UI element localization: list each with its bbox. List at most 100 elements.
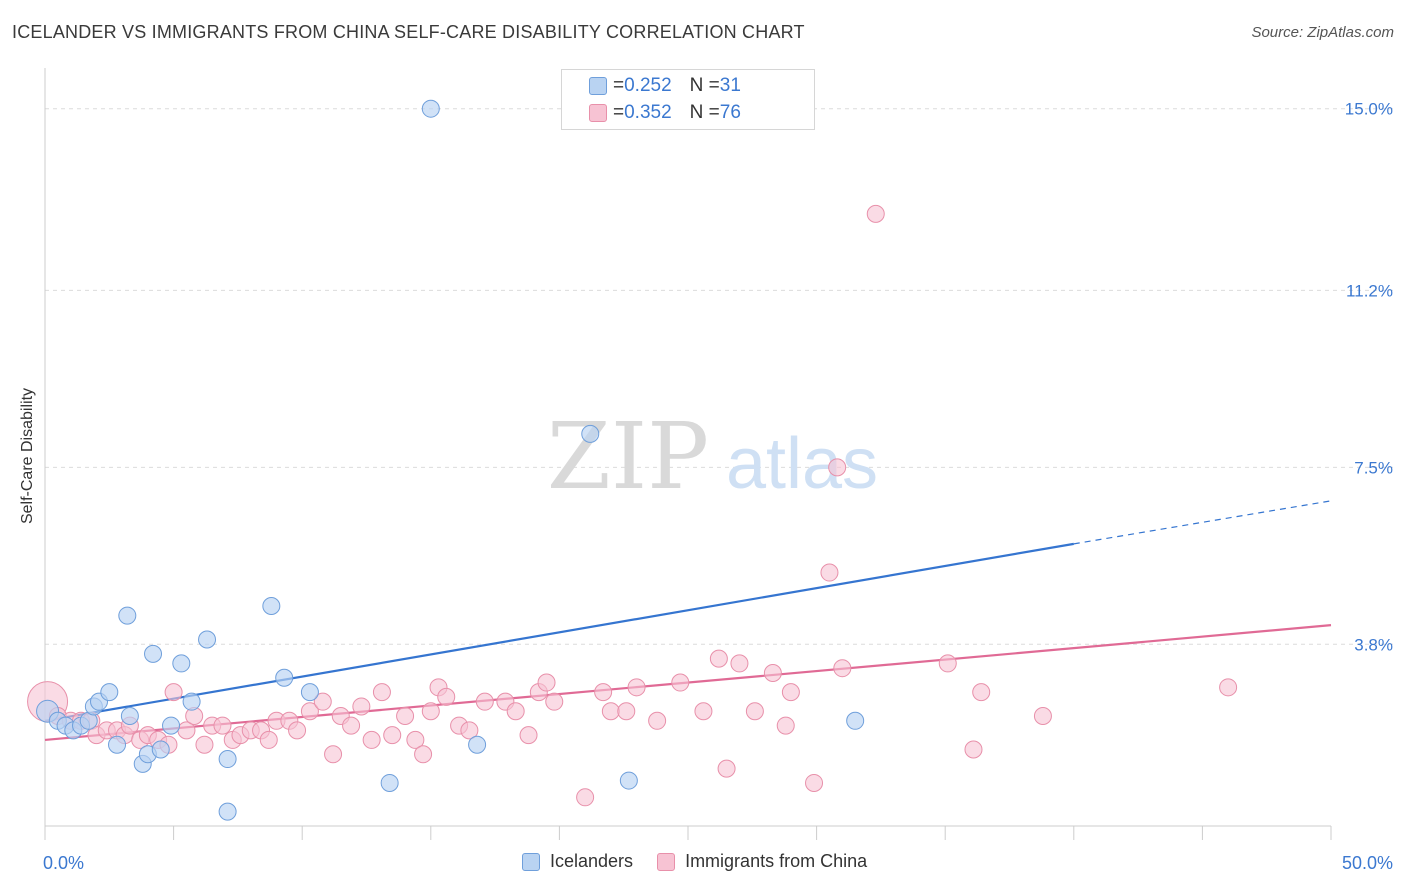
y-tick-label: 11.2% <box>1346 281 1393 300</box>
point-icelander <box>144 644 163 663</box>
point-icelander <box>581 424 600 443</box>
points-immigrants-from-china <box>27 204 1238 807</box>
point-icelander <box>380 773 399 792</box>
x-tick-label: 50.0% <box>1342 853 1393 873</box>
point-china <box>828 458 847 477</box>
series-legend-icelanders[interactable]: Icelanders <box>522 851 633 872</box>
point-icelander <box>421 99 440 118</box>
point-icelander <box>198 630 217 649</box>
point-icelander <box>300 683 319 702</box>
point-china <box>833 659 852 678</box>
point-china <box>763 663 782 682</box>
series-legend-china[interactable]: Immigrants from China <box>657 851 867 872</box>
point-icelander <box>275 668 294 687</box>
point-china <box>594 683 613 702</box>
legend-row-icelanders: R = 0.252 N = 31 <box>589 75 741 97</box>
point-china <box>820 563 839 582</box>
point-china <box>866 204 885 223</box>
point-china <box>617 702 636 721</box>
legend-n-label: N = <box>689 75 720 96</box>
point-china <box>776 716 795 735</box>
point-china <box>437 687 456 706</box>
point-china <box>259 730 278 749</box>
point-china <box>601 702 620 721</box>
point-china <box>342 716 361 735</box>
point-china <box>972 683 991 702</box>
point-china <box>1033 707 1052 726</box>
x-tick-label: 0.0% <box>43 853 84 873</box>
legend-swatch-blue <box>589 77 607 95</box>
legend-r-value: 0.352 <box>624 102 672 123</box>
trend-lines <box>44 500 1332 742</box>
point-icelander <box>151 740 170 759</box>
point-icelander <box>182 692 201 711</box>
point-china <box>964 740 983 759</box>
points-icelanders <box>36 99 865 821</box>
y-tick-label: 15.0% <box>1345 100 1393 119</box>
tick-labels: 3.8% 7.5% 11.2% 15.0% 0.0% 50.0% <box>43 100 1393 873</box>
point-china <box>300 702 319 721</box>
grid-lines <box>45 108 1394 645</box>
point-china <box>460 721 479 740</box>
point-icelander <box>172 654 191 673</box>
point-china <box>671 673 690 692</box>
point-china <box>288 721 307 740</box>
legend-row-china: R = 0.352 N = 76 <box>589 102 741 124</box>
point-icelander <box>262 597 281 616</box>
point-china <box>213 716 232 735</box>
point-china <box>709 649 728 668</box>
point-china <box>313 692 332 711</box>
series-legend-label: Immigrants from China <box>685 851 868 871</box>
y-tick-label: 7.5% <box>1354 458 1393 477</box>
point-china <box>324 745 343 764</box>
point-china <box>406 730 425 749</box>
point-china <box>164 683 183 702</box>
point-icelander <box>120 707 139 726</box>
point-china <box>414 745 433 764</box>
point-china <box>383 726 402 745</box>
point-china <box>576 788 595 807</box>
trend-line-icelanders-projection <box>1073 500 1332 545</box>
source-label: Source: ZipAtlas.com <box>1251 24 1394 41</box>
point-icelander <box>108 735 127 754</box>
point-china <box>1219 678 1238 697</box>
point-icelander <box>100 683 119 702</box>
point-china <box>421 702 440 721</box>
point-china <box>506 702 525 721</box>
chart-title: ICELANDER VS IMMIGRANTS FROM CHINA SELF-… <box>12 22 805 42</box>
point-china <box>519 726 538 745</box>
point-china <box>537 673 556 692</box>
series-swatch-pink <box>657 852 676 871</box>
legend-r-value: 0.252 <box>624 75 672 96</box>
watermark-zip: ZIP <box>547 403 709 510</box>
point-china <box>352 697 371 716</box>
legend-n-label: N = <box>689 102 720 123</box>
legend-swatch-pink <box>589 104 607 122</box>
y-tick-label: 3.8% <box>1354 635 1393 654</box>
point-china <box>745 702 764 721</box>
point-china <box>717 759 736 778</box>
point-icelander <box>218 802 237 821</box>
series-swatch-blue <box>522 852 540 871</box>
series-legend: Icelanders Immigrants from China <box>522 851 891 872</box>
point-icelander <box>118 606 137 625</box>
point-icelander <box>619 771 638 790</box>
watermark: ZIP atlas <box>547 403 878 510</box>
point-china <box>627 678 646 697</box>
point-china <box>781 683 800 702</box>
point-china <box>694 702 713 721</box>
point-china <box>545 692 564 711</box>
point-china <box>372 683 391 702</box>
point-icelander <box>218 750 237 769</box>
series-legend-label: Icelanders <box>550 851 634 871</box>
point-icelander <box>162 716 181 735</box>
point-china <box>938 654 957 673</box>
legend-box: R = 0.252 N = 31 R = 0.352 N = 76 <box>561 69 815 130</box>
legend-n-value: 31 <box>719 75 741 96</box>
point-china <box>362 730 381 749</box>
point-china <box>730 654 749 673</box>
point-china <box>396 707 415 726</box>
trend-line-icelanders <box>44 542 1074 722</box>
point-icelander <box>846 711 865 730</box>
